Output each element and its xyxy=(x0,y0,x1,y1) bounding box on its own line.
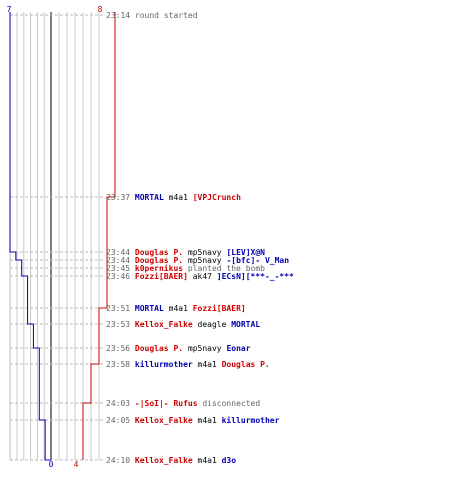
player-name: ]ECsN][***-_-*** xyxy=(217,272,294,281)
alive-count-lines xyxy=(9,12,116,461)
event-row: 23:56 Douglas P. mp5navy Eonar xyxy=(106,344,251,353)
event-time: 23:51 xyxy=(106,304,135,313)
event-row: 23:58 killurmother m4a1 Douglas P. xyxy=(106,359,270,369)
player-name: Eonar xyxy=(226,344,250,353)
event-text: planted the bomb xyxy=(183,264,265,273)
weapon-name: m4a1 xyxy=(193,456,222,465)
player-name: Douglas P. xyxy=(135,344,183,353)
weapon-name: mp5navy xyxy=(183,344,226,353)
player-name: -|SoI|- Rufus xyxy=(135,399,198,408)
player-count-grid xyxy=(9,12,100,460)
event-row: 24:05 Kellox_Falke m4a1 killurmother xyxy=(106,415,280,425)
event-row: 24:10 Kellox_Falke m4a1 d3o xyxy=(106,456,236,465)
player-name: -[bfc]- V_Man xyxy=(226,256,289,265)
t-end-count: 4 xyxy=(74,460,79,469)
player-name: killurmother xyxy=(222,415,280,425)
player-name: Douglas P. xyxy=(222,360,270,369)
event-text: disconnected xyxy=(198,399,261,408)
event-row: 23:44 Douglas P. mp5navy -[bfc]- V_Man xyxy=(106,256,289,265)
player-name: killurmother xyxy=(135,359,193,369)
weapon-name: m4a1 xyxy=(193,416,222,425)
player-name: MORTAL xyxy=(135,304,164,313)
t-alive-line xyxy=(82,12,116,460)
event-time: 23:45 xyxy=(106,264,135,273)
event-row: 24:03 -|SoI|- Rufus disconnected xyxy=(106,399,260,408)
event-time: 24:05 xyxy=(106,416,135,425)
event-row: 23:46 Fozzi[BAER] ak47 ]ECsN][***-_-*** xyxy=(106,271,294,281)
event-time: 24:10 xyxy=(106,456,135,465)
event-time: 23:58 xyxy=(106,360,135,369)
ct-start-count: 7 xyxy=(7,5,12,14)
event-time: 24:03 xyxy=(106,399,135,408)
event-time: 23:14 xyxy=(106,11,135,20)
player-name: d3o xyxy=(222,456,237,465)
player-name: MORTAL xyxy=(135,193,164,202)
player-name: Kellox_Falke xyxy=(135,416,193,425)
event-time: 23:56 xyxy=(106,344,135,353)
player-name: Fozzi[BAER] xyxy=(193,303,246,313)
event-row: 23:51 MORTAL m4a1 Fozzi[BAER] xyxy=(106,303,246,313)
event-text: round started xyxy=(135,11,198,20)
t-start-count: 8 xyxy=(98,5,103,14)
weapon-name: ak47 xyxy=(188,272,217,281)
player-name: k0pernikus xyxy=(135,263,183,273)
event-row: 23:44 Douglas P. mp5navy [LEV]X@N xyxy=(106,248,265,257)
event-time: 23:53 xyxy=(106,320,135,329)
weapon-name: deagle xyxy=(193,320,232,329)
player-name: [LEV]X@N xyxy=(226,248,265,257)
event-time: 23:44 xyxy=(106,256,135,265)
weapon-name: m4a1 xyxy=(164,193,193,202)
event-row: 23:14 round started xyxy=(106,11,198,20)
event-row: 23:45 k0pernikus planted the bomb xyxy=(106,263,265,273)
event-time: 23:46 xyxy=(106,272,135,281)
event-time: 23:44 xyxy=(106,248,135,257)
team-counts: 7 8 0 4 xyxy=(7,5,103,469)
event-row: 23:37 MORTAL m4a1 [VPJCrunch xyxy=(106,193,241,202)
event-row: 23:53 Kellox_Falke deagle MORTAL xyxy=(106,320,260,329)
player-name: Fozzi[BAER] xyxy=(135,271,188,281)
player-name: Kellox_Falke xyxy=(135,320,193,329)
player-name: Douglas P. xyxy=(135,248,183,257)
player-name: MORTAL xyxy=(231,320,260,329)
player-name: [VPJCrunch xyxy=(193,193,241,202)
weapon-name: mp5navy xyxy=(183,256,226,265)
ct-end-count: 0 xyxy=(49,460,54,469)
event-time: 23:37 xyxy=(106,193,135,202)
weapon-name: m4a1 xyxy=(193,360,222,369)
event-log: 23:14 round started 23:37 MORTAL m4a1 [VP… xyxy=(106,11,294,465)
weapon-name: mp5navy xyxy=(183,248,226,257)
weapon-name: m4a1 xyxy=(164,304,193,313)
ct-alive-line xyxy=(9,12,51,461)
player-name: Douglas P. xyxy=(135,256,183,265)
event-guide-lines xyxy=(10,14,104,461)
player-name: Kellox_Falke xyxy=(135,456,193,465)
